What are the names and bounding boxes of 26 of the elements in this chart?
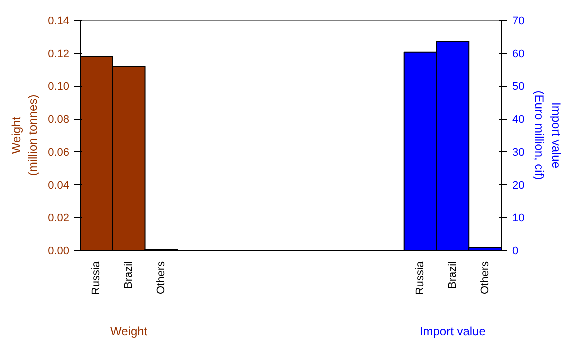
y-tick-label: 0.14 — [48, 16, 70, 28]
y2-tick-label: 0 — [512, 246, 519, 258]
x-tick-label: Brazil — [123, 261, 136, 290]
y2-tick-label: 70 — [512, 16, 525, 28]
y-axis-title: Weight (million tonnes) — [9, 94, 40, 176]
y2-tick-label: 40 — [512, 114, 525, 126]
text: Weight — [110, 324, 148, 338]
y-tick-label: 0.02 — [48, 212, 70, 225]
y2-tick-label: 60 — [512, 48, 525, 60]
y-tick-label: 0.12 — [48, 48, 70, 60]
x-tick-label: Brazil — [446, 261, 459, 290]
y2-axis-title: Import value (Euro million, cif) — [532, 90, 564, 180]
y2-tick-label: 50 — [512, 81, 525, 94]
x-tick-label: Russia — [90, 260, 103, 296]
y-tick-label: 0.06 — [48, 146, 70, 159]
y2-tick-label: 20 — [512, 180, 525, 192]
y2-tick-label: 10 — [512, 212, 525, 225]
y2-tick-label: 30 — [512, 146, 525, 159]
x-tick-label: Russia — [414, 260, 427, 296]
x-tick-label: Others — [479, 261, 492, 295]
y-tick-label: 0.08 — [48, 114, 70, 126]
text: Import value — [420, 324, 486, 338]
y-tick-label: 0.04 — [48, 180, 70, 192]
y-tick-label: 0.00 — [48, 246, 70, 258]
y-tick-label: 0.10 — [48, 81, 70, 94]
x-tick-label: Others — [155, 261, 168, 295]
